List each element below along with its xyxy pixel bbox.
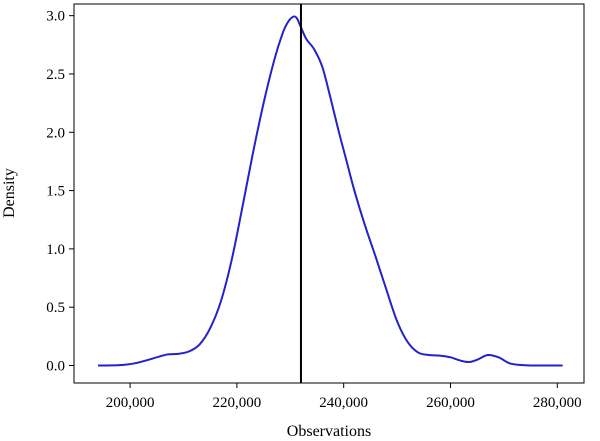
x-tick-label: 240,000 [319, 395, 368, 411]
x-tick-label: 260,000 [426, 395, 475, 411]
x-tick-label: 280,000 [533, 395, 582, 411]
plot-frame [73, 3, 585, 384]
density-curve [98, 15, 563, 367]
y-tick-label: 1.5 [46, 184, 65, 200]
y-axis-label: Density [1, 168, 18, 218]
y-tick-label: 1.0 [46, 242, 65, 258]
y-axis: 0.0 0.5 1.0 1.5 2.0 2.5 3.0 [46, 9, 74, 375]
x-axis-label: Observations [287, 423, 371, 440]
y-tick-label: 2.5 [46, 67, 65, 83]
y-tick-label: 0.0 [46, 359, 65, 375]
y-tick-label: 3.0 [46, 9, 65, 25]
x-tick-label: 220,000 [213, 395, 262, 411]
y-tick-label: 2.0 [46, 125, 65, 141]
x-tick-label: 200,000 [106, 395, 155, 411]
series-layer [98, 15, 563, 367]
y-tick-label: 0.5 [46, 300, 65, 316]
x-axis: 200,000 220,000 240,000 260,000 280,000 [106, 383, 582, 411]
